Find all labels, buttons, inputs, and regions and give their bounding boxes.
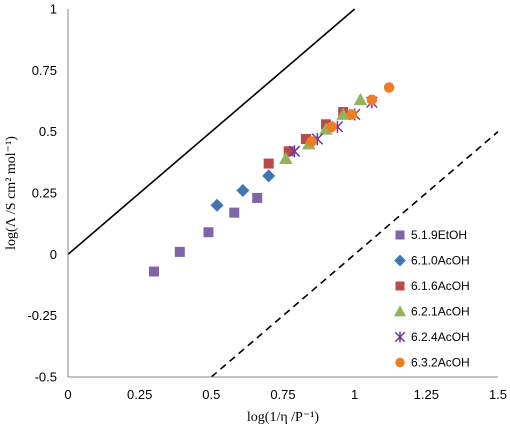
legend-label: 5.1.9EtOH — [411, 228, 467, 242]
data-point — [263, 158, 274, 169]
data-point — [353, 93, 368, 106]
data-point — [346, 109, 358, 120]
legend-label: 6.1.6AcOH — [411, 279, 470, 293]
legend-label: 6.2.4AcOH — [411, 330, 470, 344]
x-axis-title: log(1/η /P⁻¹) — [247, 410, 320, 425]
legend-item-6-1-6acoh: 6.1.6AcOH — [395, 279, 470, 293]
legend-marker — [394, 254, 406, 267]
series-6-3-2acoh — [306, 82, 395, 147]
legend-item-6-2-1acoh: 6.2.1AcOH — [393, 305, 470, 319]
legend-item-6-1-0acoh: 6.1.0AcOH — [394, 254, 470, 268]
data-point — [336, 107, 350, 120]
legend-marker — [394, 331, 406, 343]
x-tick-label: 0.75 — [270, 387, 295, 402]
legend-marker — [393, 305, 407, 317]
y-axis-title: log(Λ /S cm² mol⁻¹) — [4, 136, 19, 250]
y-tick-label: 1 — [50, 2, 57, 17]
y-tick-label: -0.5 — [35, 370, 57, 385]
y-tick-label: 0.75 — [32, 63, 57, 78]
legend-marker — [395, 230, 405, 240]
series-5-1-9etoh — [149, 192, 263, 277]
legend-label: 6.2.1AcOH — [411, 305, 470, 319]
legend-item-6-2-4acoh: 6.2.4AcOH — [394, 330, 470, 344]
y-tick-labels: -0.5 -0.25 0 0.25 0.5 0.75 1 — [27, 2, 57, 385]
x-tick-label: 0 — [64, 387, 71, 402]
reference-line-solid — [67, 8, 356, 255]
data-point — [262, 169, 276, 183]
plot-area — [67, 8, 499, 378]
legend-item-5-1-9etoh: 5.1.9EtOH — [395, 228, 467, 242]
series-6-1-6acoh — [263, 107, 349, 169]
data-point — [149, 266, 159, 277]
y-tick-label: 0.5 — [39, 124, 57, 139]
x-tick-label: 1.25 — [414, 387, 439, 402]
y-tick-label: -0.25 — [27, 308, 57, 323]
x-tick-label: 1.5 — [489, 387, 507, 402]
data-point — [236, 184, 250, 198]
legend-marker — [395, 357, 405, 368]
legend-item-6-3-2acoh: 6.3.2AcOH — [395, 356, 470, 370]
data-point — [174, 246, 185, 257]
data-point — [383, 82, 395, 93]
x-tick-label: 1 — [351, 387, 358, 402]
data-point — [279, 151, 293, 165]
legend-label: 6.1.0AcOH — [411, 254, 470, 268]
x-tick-labels: 0 0.25 0.5 0.75 1 1.25 1.5 — [64, 387, 507, 402]
x-tick-label: 0.25 — [127, 387, 152, 402]
data-point — [283, 146, 294, 157]
reference-line-dashed — [210, 131, 499, 378]
data-point — [229, 207, 240, 218]
data-point — [326, 121, 337, 133]
series-6-1-0acoh — [210, 169, 276, 212]
axes — [67, 9, 498, 378]
data-point — [300, 134, 311, 145]
data-point — [366, 94, 378, 106]
data-point — [252, 192, 263, 203]
y-tick-label: 0 — [50, 247, 57, 262]
legend-label: 6.3.2AcOH — [411, 356, 470, 370]
legend-marker — [395, 281, 405, 291]
data-point — [319, 122, 333, 135]
data-point — [306, 136, 317, 147]
data-point — [203, 227, 214, 238]
data-point — [210, 198, 224, 212]
y-tick-label: 0.25 — [32, 186, 57, 201]
x-tick-label: 0.5 — [202, 387, 220, 402]
legend: 5.1.9EtOH 6.1.0AcOH 6.1.6AcOH 6.2.1AcOH 6.2.… — [393, 228, 470, 370]
data-point — [288, 145, 301, 158]
